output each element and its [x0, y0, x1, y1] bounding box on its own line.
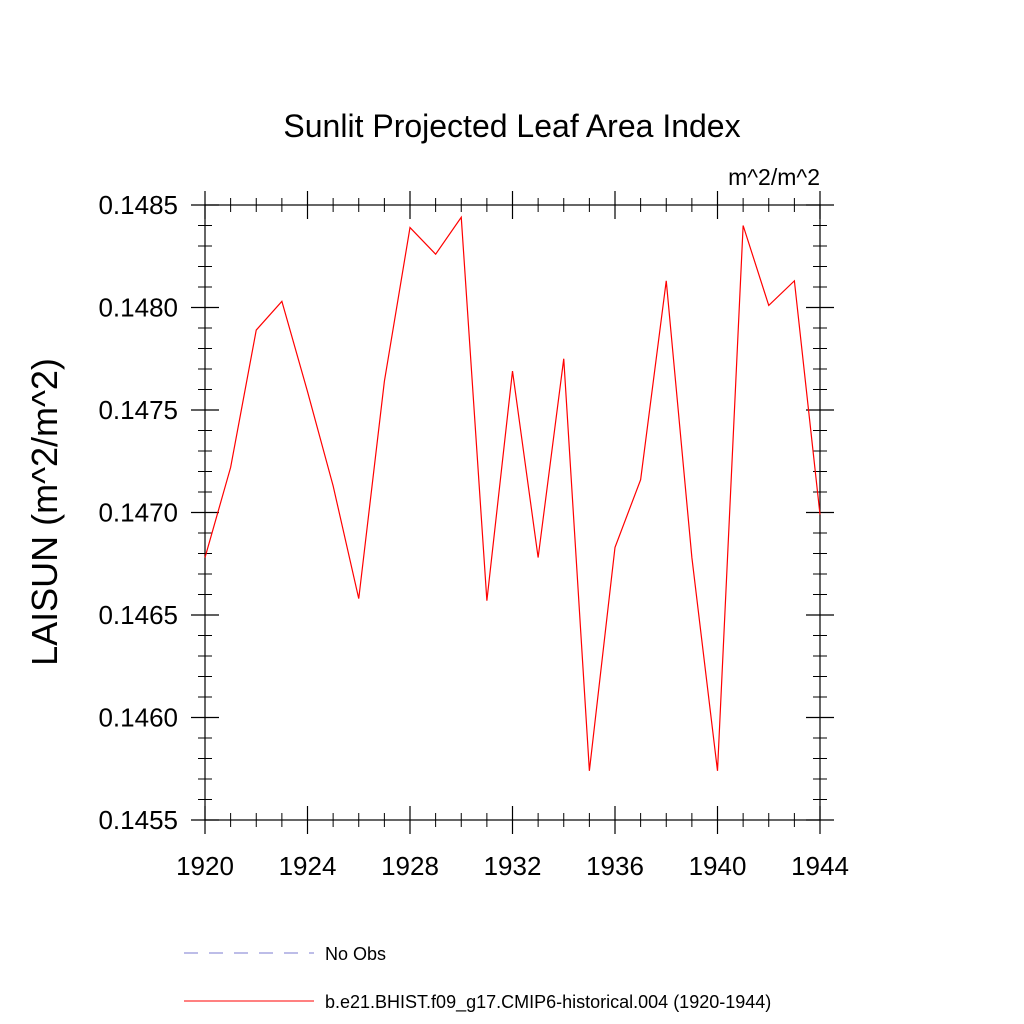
y-tick-label: 0.1480 — [98, 293, 178, 323]
y-tick-label: 0.1485 — [98, 190, 178, 220]
legend: No Obs b.e21.BHIST.f09_g17.CMIP6-historic… — [184, 944, 771, 1013]
x-tick-label: 1940 — [689, 851, 747, 881]
plot-border — [204, 204, 821, 821]
plot-frame — [204, 204, 821, 821]
series-line — [204, 215, 821, 771]
legend-label: b.e21.BHIST.f09_g17.CMIP6-historical.004… — [325, 992, 771, 1013]
x-axis: 1920 1924 1928 1932 1936 1940 1944 — [176, 191, 849, 881]
x-tick-label: 1936 — [586, 851, 644, 881]
y-tick-label: 0.1465 — [98, 600, 178, 630]
y-axis-label: LAISUN (m^2/m^2) — [24, 358, 65, 666]
x-tick-label: 1932 — [484, 851, 542, 881]
x-tick-label: 1944 — [791, 851, 849, 881]
y-tick-label: 0.1475 — [98, 395, 178, 425]
chart-title: Sunlit Projected Leaf Area Index — [283, 108, 740, 144]
series-group — [204, 215, 821, 771]
minor-ticks — [198, 198, 827, 827]
y-tick-label: 0.1455 — [98, 805, 178, 835]
x-tick-label: 1924 — [279, 851, 337, 881]
x-tick-label: 1920 — [176, 851, 234, 881]
y-axis: 0.1455 0.1460 0.1465 0.1470 0.1475 0.1480 0.14… — [98, 190, 834, 835]
y-tick-label: 0.1460 — [98, 703, 178, 733]
legend-label: No Obs — [325, 944, 386, 964]
y-tick-label: 0.1470 — [98, 498, 178, 528]
units-label: m^2/m^2 — [728, 164, 820, 190]
x-tick-label: 1928 — [381, 851, 439, 881]
